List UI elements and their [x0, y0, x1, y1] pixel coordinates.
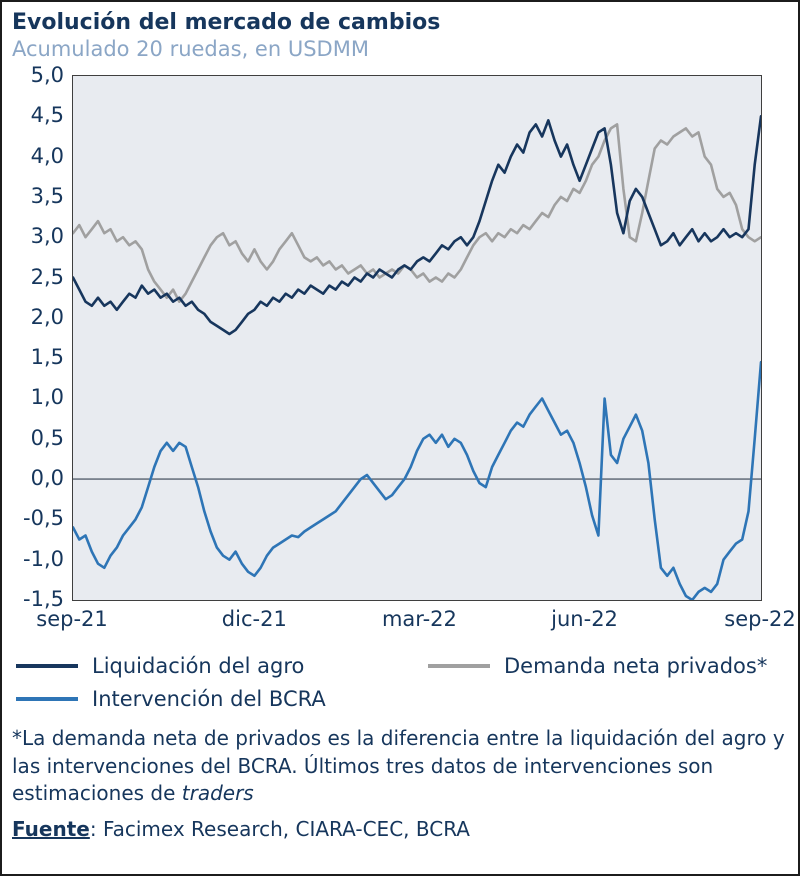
- footnote-text: *La demanda neta de privados es la difer…: [12, 726, 785, 806]
- y-tick-label: -1,5: [23, 587, 64, 611]
- x-tick-label: jun-22: [551, 607, 618, 631]
- y-tick-label: 4,5: [30, 103, 64, 128]
- line-chart: 5,0 4,5 4,0 3,5 3,0 2,5 2,0 1,5 1,0 0,5 0,0 -0,5 -1,…: [10, 63, 790, 611]
- y-tick-label: 1,5: [30, 345, 64, 370]
- x-tick-label: dic-21: [221, 607, 287, 631]
- y-tick-label: -1,0: [23, 546, 64, 571]
- y-tick-label: 2,5: [30, 264, 64, 289]
- y-tick-label: 0,0: [30, 466, 64, 491]
- y-tick-label: 2,0: [30, 304, 64, 329]
- chart-subtitle: Acumulado 20 ruedas, en USDMM: [12, 37, 369, 61]
- legend-label: Intervención del BCRA: [92, 686, 326, 711]
- chart-title: Evolución del mercado de cambios: [12, 10, 441, 35]
- footnote: *La demanda neta de privados es la difer…: [12, 725, 788, 808]
- y-tick-label: 0,5: [30, 425, 64, 450]
- legend-item-demanda-neta-privados: Demanda neta privados*: [428, 654, 767, 678]
- series-line-intervencion-del-bcra: [73, 360, 761, 600]
- footnote-italic: traders: [181, 781, 254, 806]
- legend-row: Liquidación del agro Demanda neta privad…: [16, 649, 790, 682]
- plot-area: [72, 75, 762, 601]
- y-tick-label: 5,0: [30, 63, 64, 87]
- legend: Liquidación del agro Demanda neta privad…: [16, 649, 790, 715]
- source-text: : Facimex Research, CIARA-CEC, BCRA: [89, 816, 470, 841]
- plot-svg: [73, 114, 761, 600]
- legend-label: Liquidación del agro: [92, 653, 305, 678]
- line-swatch-navy-icon: [16, 663, 78, 668]
- y-tick-label: 4,0: [30, 143, 64, 168]
- line-swatch-gray-icon: [428, 663, 490, 668]
- y-tick-label: 3,5: [30, 183, 64, 208]
- legend-item-intervencion-del-bcra: Intervención del BCRA: [16, 687, 326, 711]
- x-tick-label: mar-22: [381, 607, 457, 631]
- y-axis: 5,0 4,5 4,0 3,5 3,0 2,5 2,0 1,5 1,0 0,5 0,0 -0,5 -1,…: [10, 63, 64, 611]
- y-tick-label: -0,5: [23, 506, 64, 531]
- y-tick-label: 3,0: [30, 224, 64, 249]
- x-tick-label: sep-21: [36, 607, 108, 631]
- source-line: Fuente: Facimex Research, CIARA-CEC, BCR…: [12, 817, 788, 841]
- y-tick-label: 1,0: [30, 385, 64, 410]
- x-axis: sep-21 dic-21 mar-22 jun-22 sep-22: [10, 605, 796, 639]
- line-swatch-blue-icon: [16, 696, 78, 701]
- legend-label: Demanda neta privados*: [504, 653, 768, 678]
- source-label: Fuente: [12, 816, 90, 841]
- x-tick-label: sep-22: [724, 607, 796, 631]
- series-line-demanda-neta-privados: [73, 123, 761, 303]
- series-line-liquidacion-del-agro: [73, 114, 761, 336]
- legend-item-liquidacion-del-agro: Liquidación del agro: [16, 654, 428, 678]
- legend-row: Intervención del BCRA: [16, 682, 790, 715]
